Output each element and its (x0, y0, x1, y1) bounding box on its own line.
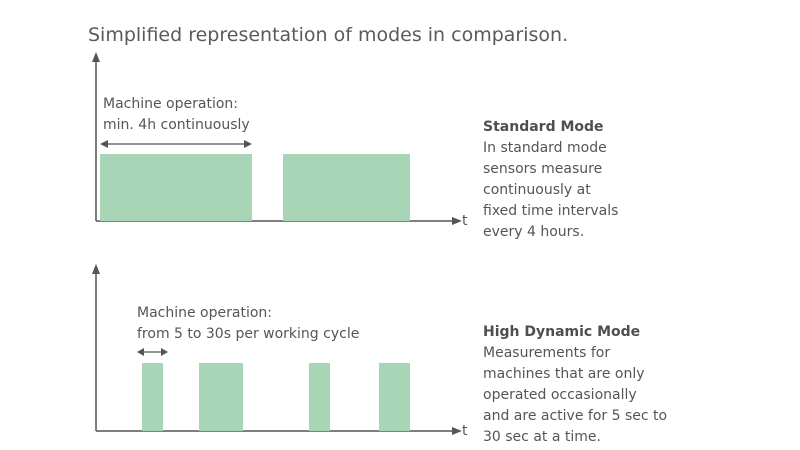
standard-mode-text-line: In standard mode (483, 140, 607, 156)
standard-mode-description: Standard Mode In standard mode sensors m… (483, 117, 618, 243)
high-dynamic-operation-label-line-1: Machine operation: (137, 305, 272, 321)
high-dynamic-operation-bar-2 (199, 363, 243, 431)
standard-x-arrowhead (452, 217, 462, 225)
standard-mode-bars (100, 154, 410, 221)
high-dynamic-operation-label: Machine operation: from 5 to 30s per wor… (137, 303, 359, 345)
standard-duration-arrow (100, 140, 252, 148)
standard-mode-heading: Standard Mode (483, 119, 604, 135)
high-dynamic-mode-bars (142, 363, 410, 431)
high-dynamic-operation-label-line-2: from 5 to 30s per working cycle (137, 326, 360, 342)
standard-time-axis-label: t (462, 213, 468, 229)
standard-operation-bar-1 (100, 154, 252, 221)
standard-mode-text-line: sensors measure (483, 161, 603, 177)
high-dynamic-operation-bar-1 (142, 363, 163, 431)
standard-operation-label-line-1: Machine operation: (103, 96, 238, 112)
standard-operation-label-line-2: min. 4h continuously (103, 117, 250, 133)
high-dynamic-x-arrowhead (452, 427, 462, 435)
high-dynamic-duration-arrow (137, 348, 168, 356)
standard-mode-text-line: fixed time intervals (483, 203, 619, 219)
high-dynamic-mode-heading: High Dynamic Mode (483, 324, 641, 340)
high-dynamic-time-axis-label: t (462, 423, 468, 439)
standard-mode-text-line: every 4 hours. (483, 224, 585, 240)
high-dynamic-operation-bar-4 (379, 363, 410, 431)
standard-y-arrowhead (92, 52, 100, 62)
high-dynamic-operation-bar-3 (309, 363, 330, 431)
standard-operation-bar-2 (283, 154, 410, 221)
high-dynamic-mode-text-line: operated occasionally (483, 387, 637, 403)
page-title: Simplified representation of modes in co… (88, 24, 569, 46)
high-dynamic-mode-description: High Dynamic Mode Measurements for machi… (483, 322, 667, 448)
high-dynamic-y-arrowhead (92, 264, 100, 274)
high-dynamic-mode-text-line: 30 sec at a time. (483, 429, 601, 445)
high-dynamic-mode-text-line: machines that are only (483, 366, 645, 382)
high-dynamic-mode-text-line: and are active for 5 sec to (483, 408, 668, 424)
standard-operation-label: Machine operation: min. 4h continuously (103, 94, 250, 136)
standard-mode-text-line: continuously at (483, 182, 591, 198)
high-dynamic-mode-text-line: Measurements for (483, 345, 611, 361)
